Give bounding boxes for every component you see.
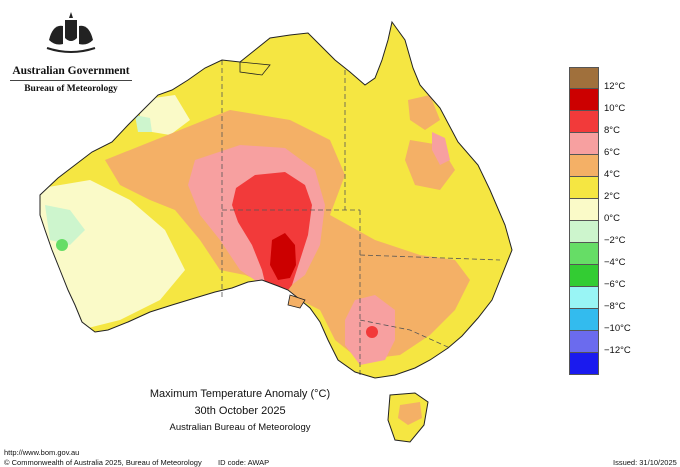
legend: 12°C 10°C 8°C 6°C 4°C 2°C 0°C −2°C −4°C −6°C −8°C −… — [569, 67, 649, 375]
legend-label: 8°C — [604, 125, 620, 136]
legend-item: −6°C — [569, 265, 649, 290]
region-4-6-qld — [408, 95, 440, 130]
legend-item: 6°C — [569, 133, 649, 158]
footer-copyright: © Commonwealth of Australia 2025, Bureau… — [4, 458, 202, 467]
border-qld-nsw — [359, 254, 501, 261]
legend-swatch — [569, 89, 599, 111]
legend-item: 2°C — [569, 177, 649, 202]
region-neg-4-sw — [56, 239, 68, 251]
state-borders — [221, 60, 501, 375]
legend-item: −8°C — [569, 287, 649, 312]
legend-label: −10°C — [604, 323, 631, 334]
footer-id-code: ID code: AWAP — [218, 458, 270, 467]
legend-label: −12°C — [604, 345, 631, 356]
legend-label: −2°C — [604, 235, 626, 246]
footer-issued: Issued: 31/10/2025 — [613, 458, 677, 467]
legend-item: 0°C — [569, 199, 649, 224]
legend-label: −6°C — [604, 279, 626, 290]
legend-swatch — [569, 331, 599, 353]
legend-item: 8°C — [569, 111, 649, 136]
region-6-8-qld — [432, 132, 450, 165]
legend-item: −2°C — [569, 221, 649, 246]
government-name: Australian Government — [12, 65, 130, 77]
legend-item: −10°C — [569, 309, 649, 334]
agency-name: Bureau of Meteorology — [24, 84, 118, 94]
branding-divider — [10, 80, 132, 81]
legend-label: 6°C — [604, 147, 620, 158]
legend-item: 4°C — [569, 155, 649, 180]
legend-item: 10°C — [569, 89, 649, 114]
region-10-12-sa — [270, 233, 296, 280]
legend-label: −8°C — [604, 301, 626, 312]
region-neg-2-north — [135, 115, 152, 132]
legend-item: 12°C — [569, 67, 649, 92]
map-title: Maximum Temperature Anomaly (°C) — [149, 388, 331, 400]
legend-swatch — [569, 133, 599, 155]
region-8-10-vic — [366, 326, 378, 338]
legend-label: 10°C — [604, 103, 626, 114]
legend-swatch — [569, 309, 599, 331]
legend-swatch — [569, 67, 599, 89]
island-north — [239, 61, 271, 76]
legend-swatch — [569, 177, 599, 199]
border-nsw-vic — [359, 319, 451, 349]
region-0-2-north — [140, 95, 190, 135]
legend-swatch — [569, 155, 599, 177]
legend-swatch — [569, 353, 599, 375]
legend-item: −12°C — [569, 331, 649, 356]
legend-swatch — [569, 221, 599, 243]
kangaroo-island — [287, 294, 306, 309]
coat-of-arms-icon — [46, 12, 96, 53]
legend-swatch — [569, 265, 599, 287]
government-branding: Australian Government Bureau of Meteorol… — [10, 10, 132, 94]
legend-label: −4°C — [604, 257, 626, 268]
region-neg-2-sw — [45, 205, 85, 245]
legend-label: 12°C — [604, 81, 626, 92]
legend-label: 2°C — [604, 191, 620, 202]
legend-item: −4°C — [569, 243, 649, 268]
map-date: 30th October 2025 — [194, 405, 286, 417]
legend-label: 0°C — [604, 213, 620, 224]
legend-swatch — [569, 243, 599, 265]
tasmania-region-4-6 — [398, 402, 422, 425]
footer-url: http://www.bom.gov.au — [4, 448, 80, 457]
map-source: Australian Bureau of Meteorology — [169, 422, 311, 433]
legend-label: 4°C — [604, 169, 620, 180]
legend-item — [569, 353, 649, 375]
legend-swatch — [569, 199, 599, 221]
legend-swatch — [569, 111, 599, 133]
legend-swatch — [569, 287, 599, 309]
